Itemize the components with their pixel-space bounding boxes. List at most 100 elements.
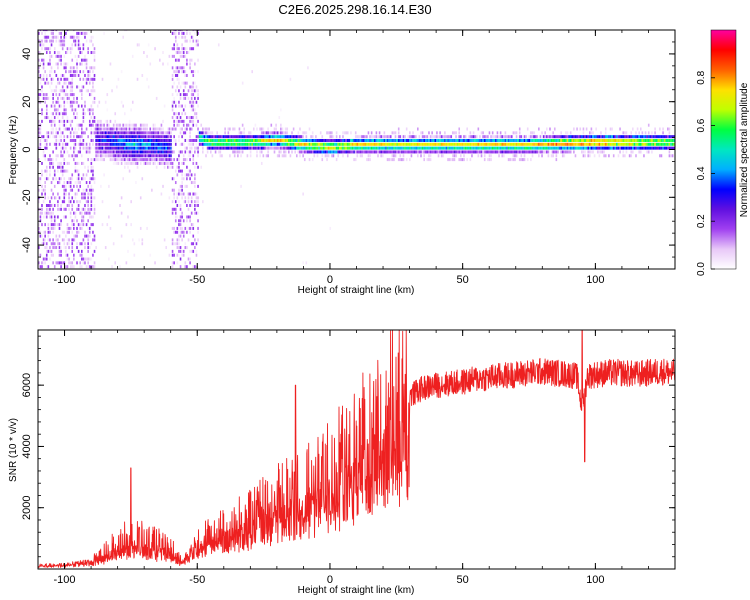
heatmap-cell — [475, 142, 478, 146]
heatmap-cell — [68, 257, 70, 261]
heatmap-cell — [638, 135, 640, 139]
heatmap-cell — [514, 154, 516, 158]
heatmap-cell — [104, 150, 107, 154]
heatmap-cell — [393, 138, 395, 142]
heatmap-cell — [52, 135, 54, 139]
heatmap-cell — [471, 154, 473, 158]
heatmap-cell — [182, 249, 185, 253]
heatmap-cell — [488, 131, 491, 135]
heatmap-cell — [673, 138, 675, 142]
heatmap-cell — [147, 85, 150, 89]
heatmap-cell — [77, 39, 80, 43]
heatmap-cell — [42, 43, 45, 47]
heatmap-cell — [628, 138, 631, 142]
heatmap-cell — [240, 150, 242, 154]
heatmap-cell — [493, 146, 496, 150]
heatmap-cell — [270, 123, 273, 127]
heatmap-cell — [92, 43, 94, 47]
heatmap-cell — [73, 200, 75, 204]
colorbar-tick-label: 0.6 — [696, 118, 707, 132]
heatmap-cell — [184, 127, 187, 131]
heatmap-cell — [217, 138, 220, 142]
spectrogram-y-tick-label: -40 — [21, 237, 33, 253]
heatmap-cell — [47, 249, 50, 253]
heatmap-cell — [88, 211, 91, 215]
heatmap-cell — [289, 135, 292, 139]
heatmap-cell — [160, 123, 163, 127]
heatmap-cell — [80, 154, 83, 158]
heatmap-cell — [343, 131, 346, 135]
heatmap-cell — [421, 146, 424, 150]
heatmap-cell — [281, 127, 284, 131]
heatmap-cell — [280, 108, 282, 112]
heatmap-cell — [152, 142, 155, 146]
heatmap-cell — [649, 142, 652, 146]
heatmap-cell — [117, 135, 120, 139]
heatmap-cell — [515, 142, 518, 146]
heatmap-cell — [114, 261, 117, 265]
heatmap-cell — [58, 196, 61, 200]
heatmap-cell — [563, 150, 566, 154]
heatmap-cell — [174, 142, 177, 146]
heatmap-cell — [534, 142, 537, 146]
heatmap-cell — [389, 146, 392, 150]
heatmap-cell — [63, 181, 66, 185]
heatmap-cell — [260, 142, 263, 146]
heatmap-cell — [338, 142, 341, 146]
heatmap-cell — [399, 158, 402, 162]
heatmap-cell — [73, 146, 75, 150]
heatmap-cell — [190, 173, 193, 177]
heatmap-cell — [378, 146, 381, 150]
heatmap-cell — [112, 150, 115, 154]
heatmap-cell — [466, 127, 468, 131]
heatmap-cell — [146, 138, 148, 142]
heatmap-cell — [533, 142, 535, 146]
heatmap-cell — [323, 138, 325, 142]
heatmap-cell — [302, 154, 304, 158]
heatmap-cell — [96, 154, 99, 158]
heatmap-cell — [374, 142, 376, 146]
heatmap-cell — [55, 62, 58, 66]
heatmap-cell — [179, 150, 182, 154]
heatmap-cell — [93, 131, 96, 135]
heatmap-cell — [92, 77, 94, 81]
heatmap-cell — [635, 146, 637, 150]
heatmap-cell — [123, 142, 126, 146]
heatmap-cell — [651, 131, 653, 135]
snr-x-tick-label: 100 — [586, 574, 604, 586]
heatmap-cell — [108, 150, 110, 154]
heatmap-cell — [409, 146, 411, 150]
heatmap-cell — [163, 150, 166, 154]
heatmap-cell — [224, 127, 226, 131]
heatmap-cell — [569, 150, 572, 154]
heatmap-cell — [482, 150, 484, 154]
heatmap-cell — [582, 135, 585, 139]
heatmap-cell — [42, 188, 45, 192]
heatmap-cell — [173, 261, 175, 265]
heatmap-cell — [157, 161, 160, 165]
heatmap-cell — [488, 154, 491, 158]
heatmap-cell — [420, 150, 422, 154]
heatmap-cell — [598, 142, 601, 146]
heatmap-cell — [197, 58, 199, 62]
heatmap-cell — [198, 142, 201, 146]
heatmap-cell — [189, 131, 191, 135]
heatmap-cell — [335, 142, 338, 146]
heatmap-cell — [326, 131, 328, 135]
heatmap-cell — [96, 142, 99, 146]
heatmap-cell — [585, 138, 588, 142]
heatmap-cell — [60, 73, 62, 77]
heatmap-cell — [423, 142, 425, 146]
heatmap-cell — [39, 265, 42, 269]
heatmap-cell — [162, 51, 164, 55]
heatmap-cell — [87, 261, 89, 265]
heatmap-cell — [440, 138, 443, 142]
heatmap-cell — [480, 146, 483, 150]
heatmap-cell — [482, 142, 484, 146]
heatmap-cell — [514, 138, 516, 142]
heatmap-cell — [536, 146, 539, 150]
heatmap-cell — [530, 131, 532, 135]
heatmap-cell — [128, 154, 131, 158]
heatmap-cell — [182, 123, 185, 127]
heatmap-cell — [186, 184, 188, 188]
